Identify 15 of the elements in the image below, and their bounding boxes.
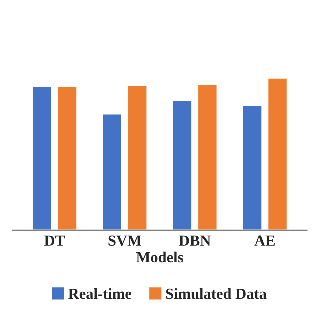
x-tick-label: SVM	[108, 236, 142, 246]
legend-label: Real-time	[68, 288, 132, 300]
bar	[197, 84, 218, 230]
bar	[56, 86, 78, 230]
x-tick-label: DT	[44, 236, 66, 246]
legend-label: Simulated Data	[166, 288, 267, 300]
bar	[267, 77, 288, 230]
bar	[32, 86, 53, 230]
x-tick-label: DBN	[179, 236, 211, 246]
bar	[127, 85, 148, 230]
x-tick-label: AE	[254, 236, 275, 246]
x-axis-title: Models	[136, 252, 184, 263]
bar	[102, 113, 123, 230]
bar	[172, 100, 193, 230]
bar	[242, 105, 264, 230]
